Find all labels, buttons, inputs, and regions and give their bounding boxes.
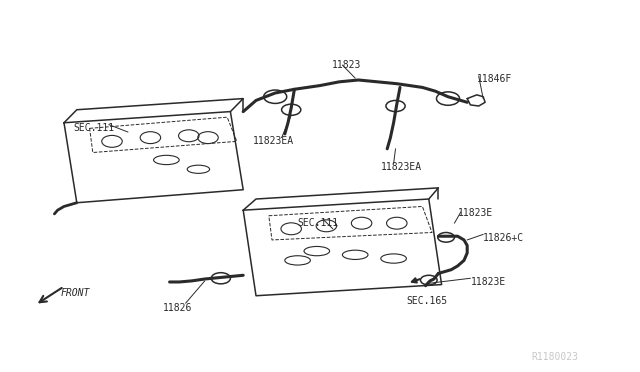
Text: FRONT: FRONT xyxy=(61,288,90,298)
Text: 11826: 11826 xyxy=(163,303,193,313)
Text: 11823: 11823 xyxy=(332,60,361,70)
Text: 11823E: 11823E xyxy=(458,208,493,218)
Text: R1180023: R1180023 xyxy=(531,352,578,362)
Text: SEC.165: SEC.165 xyxy=(406,296,447,306)
Text: SEC.111: SEC.111 xyxy=(74,123,115,133)
Text: SEC.111: SEC.111 xyxy=(298,218,339,228)
Text: 11823EA: 11823EA xyxy=(381,162,422,172)
Text: 11823EA: 11823EA xyxy=(253,136,294,146)
Text: 11823E: 11823E xyxy=(470,277,506,287)
Text: 11826+C: 11826+C xyxy=(483,232,524,243)
Text: 11846F: 11846F xyxy=(477,74,512,84)
